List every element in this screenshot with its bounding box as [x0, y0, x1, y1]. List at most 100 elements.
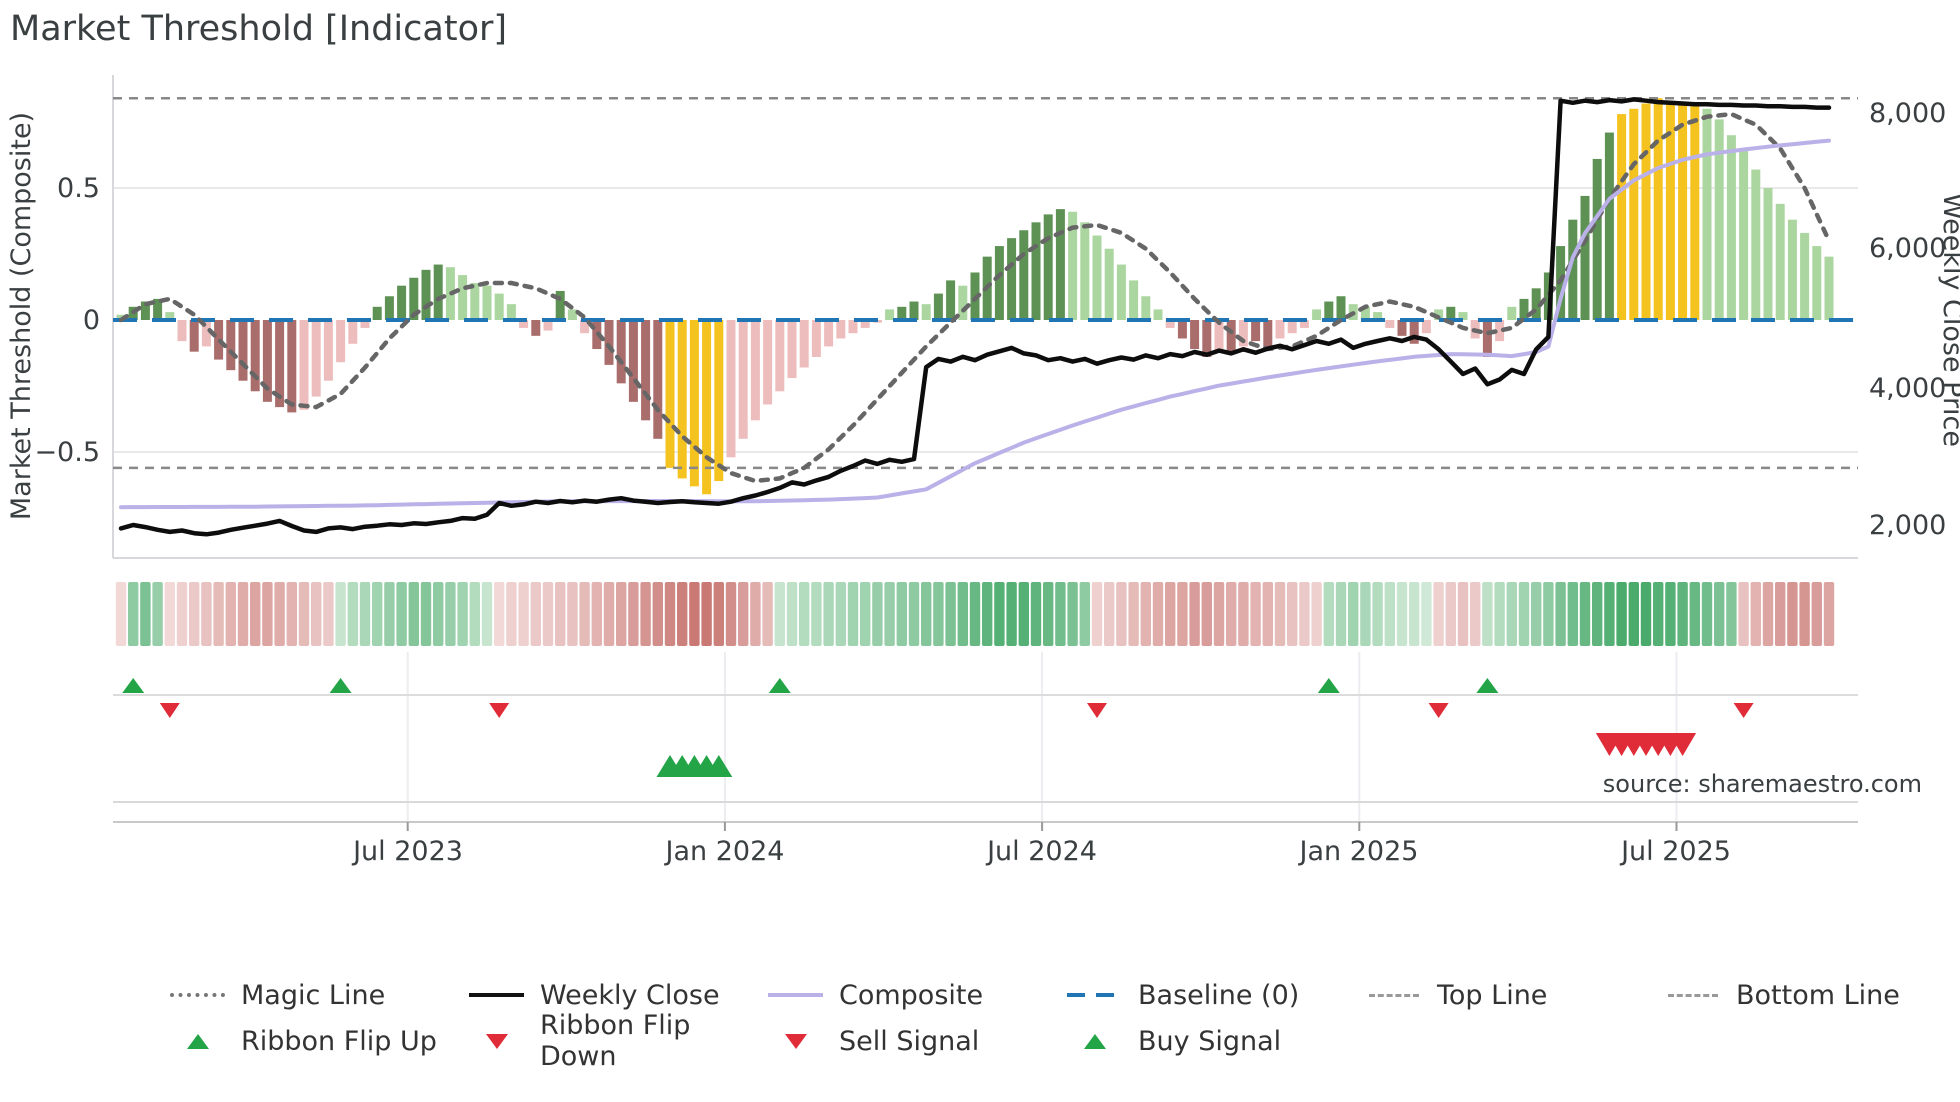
- ribbon-cell: [1372, 582, 1383, 646]
- sell-signal-triangle-icon: [768, 1033, 823, 1049]
- composite-bar: [1238, 320, 1248, 347]
- ribbon-cell: [640, 582, 651, 646]
- composite-bar: [702, 320, 712, 495]
- ribbon-cell: [152, 582, 163, 646]
- ribbon-cell: [847, 582, 859, 646]
- composite-bar: [140, 301, 150, 320]
- composite-sample-icon: [768, 993, 823, 997]
- right-tick-8000: 8,000: [1869, 98, 1946, 129]
- ribbon-cell: [164, 582, 175, 646]
- composite-bar: [555, 290, 565, 320]
- ribbon-cell: [1567, 582, 1578, 646]
- composite-bar: [824, 320, 834, 347]
- ribbon-cell: [1726, 582, 1737, 646]
- ribbon-cell: [1140, 582, 1151, 646]
- legend-item-baseline: Baseline (0): [1067, 980, 1366, 1011]
- composite-bar: [1519, 298, 1529, 320]
- composite-bar: [1360, 306, 1370, 320]
- composite-bar: [1068, 211, 1078, 320]
- composite-bar: [1141, 296, 1151, 320]
- composite-bar: [1019, 230, 1029, 320]
- ribbon-flip-down-marker: [1428, 703, 1449, 718]
- composite-bar: [1251, 320, 1261, 342]
- ribbon-cell: [994, 582, 1005, 646]
- right-tick-2000: 2,000: [1869, 510, 1946, 541]
- composite-bar: [1580, 195, 1590, 320]
- composite-bar: [860, 320, 870, 328]
- composite-bar: [921, 304, 931, 320]
- ribbon-cell: [1665, 582, 1676, 646]
- composite-bar: [397, 285, 407, 320]
- ribbon-cell: [140, 582, 151, 646]
- legend-label: Baseline (0): [1138, 979, 1300, 1011]
- ribbon-flip-down-marker: [489, 703, 510, 718]
- ribbon-cell: [555, 582, 566, 646]
- ribbon-cell: [823, 582, 834, 646]
- composite-bar: [1043, 214, 1053, 320]
- ribbon-cell: [652, 582, 663, 646]
- ribbon-cell: [1738, 582, 1749, 646]
- ribbon-cell: [372, 582, 383, 646]
- ribbon-cell: [884, 582, 895, 646]
- x-tick-jan-2025: Jan 2025: [1298, 836, 1419, 867]
- signal-markers-layer: [122, 678, 1754, 777]
- ribbon-cell: [1104, 582, 1115, 646]
- ribbon-cell: [396, 582, 407, 646]
- ribbon-cell: [1445, 582, 1456, 646]
- composite-bar: [714, 320, 724, 482]
- composite-bar: [738, 320, 748, 439]
- composite-bar: [1104, 248, 1114, 320]
- legend-label: Buy Signal: [1138, 1025, 1282, 1057]
- ribbon-cell: [738, 582, 749, 646]
- ribbon-cell: [725, 582, 737, 646]
- composite-bar: [531, 320, 541, 336]
- ribbon-cell: [945, 582, 956, 646]
- ribbon-cell: [713, 582, 724, 646]
- ribbon-cell: [567, 582, 578, 646]
- ribbon-cell: [1762, 582, 1774, 646]
- ribbon-cell: [311, 582, 322, 646]
- composite-bar: [238, 320, 248, 381]
- composite-bar: [787, 320, 797, 379]
- composite-bar: [372, 306, 382, 320]
- ribbon-cell: [1177, 582, 1188, 646]
- composite-bar: [653, 320, 663, 439]
- composite-bar: [519, 320, 529, 328]
- ribbon-cell: [616, 582, 627, 646]
- ribbon-cell: [1628, 582, 1639, 646]
- ribbon-cell: [1470, 582, 1481, 646]
- composite-bar: [836, 320, 846, 339]
- composite-bar: [1007, 238, 1017, 320]
- right-tick-6000: 6,000: [1869, 233, 1946, 264]
- ribbon-cell: [1616, 582, 1627, 646]
- ribbon-heatmap: [115, 582, 1835, 646]
- weekly-close-line: [118, 97, 1832, 537]
- ribbon-cell: [1116, 582, 1127, 646]
- composite-bar: [1129, 280, 1139, 320]
- ribbon-cell: [494, 582, 505, 646]
- ribbon-cell: [213, 582, 224, 646]
- legend-label: Ribbon Flip Up: [241, 1025, 437, 1057]
- composite-bar: [433, 264, 443, 320]
- ribbon-cell: [1494, 582, 1505, 646]
- composite-bar: [299, 320, 309, 410]
- ribbon-cell: [1299, 582, 1310, 646]
- ribbon-cell: [1067, 582, 1078, 646]
- ribbon-cell: [1689, 582, 1700, 646]
- ribbon-cell: [628, 582, 639, 646]
- ribbon-flip-down-marker: [1087, 703, 1107, 718]
- ribbon-cell: [982, 582, 993, 646]
- ribbon-cell: [1543, 582, 1554, 646]
- ribbon-cell: [1238, 582, 1249, 646]
- ribbon-cell: [201, 582, 212, 646]
- ribbon-cell: [1018, 582, 1029, 646]
- composite-bar: [1751, 169, 1761, 320]
- composite-bar: [665, 320, 675, 468]
- ribbon-cell: [445, 582, 456, 646]
- composite-bar: [1324, 301, 1334, 320]
- ribbon-cell: [225, 582, 236, 646]
- composite-bar: [1787, 219, 1797, 320]
- ribbon-cell: [189, 582, 200, 646]
- composite-bar: [1397, 320, 1407, 336]
